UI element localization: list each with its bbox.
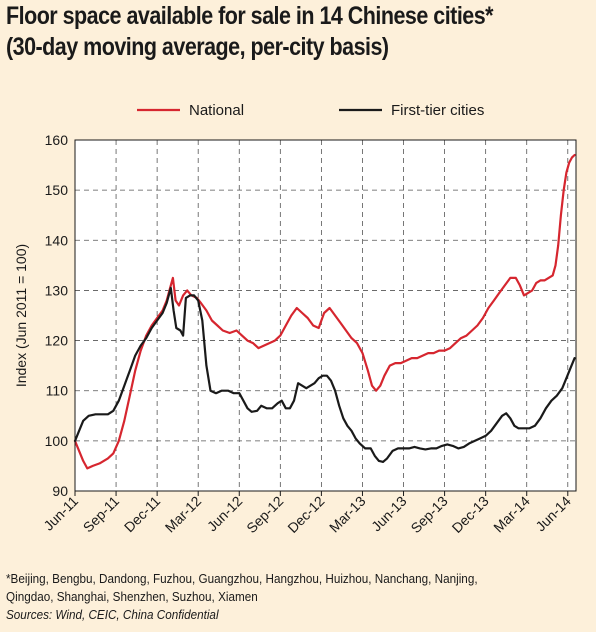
footnote-line-1: *Beijing, Bengbu, Dandong, Fuzhou, Guang… — [6, 571, 478, 586]
plot-background — [75, 140, 576, 491]
legend: National First-tier cities — [137, 102, 484, 119]
legend-label-national: National — [189, 102, 244, 119]
x-tick-label: Jun-13 — [368, 493, 410, 535]
y-tick-label: 140 — [45, 232, 69, 248]
x-tick-label: Sep-11 — [80, 493, 123, 536]
x-tick-label: Jun-12 — [204, 493, 246, 535]
footnote-line-2: Qingdao, Shanghai, Shenzhen, Suzhou, Xia… — [6, 589, 258, 604]
legend-label-first-tier: First-tier cities — [391, 102, 484, 119]
line-chart: National First-tier cities 90 100 110 120 130… — [13, 102, 577, 536]
y-tick-label: 110 — [46, 383, 69, 399]
x-tick-label: Dec-13 — [449, 493, 492, 536]
y-tick-label: 150 — [45, 182, 69, 198]
title-line-1: Floor space available for sale in 14 Chi… — [6, 2, 494, 30]
x-tick-label: Mar-14 — [490, 493, 533, 536]
x-tick-label: Mar-13 — [326, 493, 369, 536]
y-tick-label: 130 — [45, 282, 69, 298]
chart-title: Floor space available for sale in 14 Chi… — [6, 2, 510, 64]
x-tick-label: Sep-13 — [407, 493, 450, 536]
series-line-first-tier — [73, 286, 576, 463]
series-group — [73, 153, 576, 470]
y-tick-label: 90 — [52, 483, 68, 499]
x-tick-label: Sep-12 — [243, 493, 286, 536]
x-tick-label: Mar-12 — [162, 493, 205, 536]
x-tick-label: Dec-12 — [284, 493, 327, 536]
plot-area — [75, 140, 576, 491]
gridlines — [75, 140, 576, 491]
chart-notes: *Beijing, Bengbu, Dandong, Fuzhou, Guang… — [6, 570, 533, 624]
title-line-2: (30-day moving average, per-city basis) — [6, 33, 389, 61]
sources-note: Sources: Wind, CEIC, China Confidential — [6, 607, 219, 622]
y-tick-label: 100 — [45, 433, 69, 449]
x-tick-label: Jun-14 — [532, 493, 574, 535]
y-tick-label: 120 — [45, 333, 69, 349]
plot-frame — [74, 139, 577, 492]
y-axis-label: Index (Jun 2011 = 100) — [13, 244, 29, 387]
y-tick-label: 160 — [45, 132, 69, 148]
x-tick-label: Dec-11 — [121, 493, 164, 536]
